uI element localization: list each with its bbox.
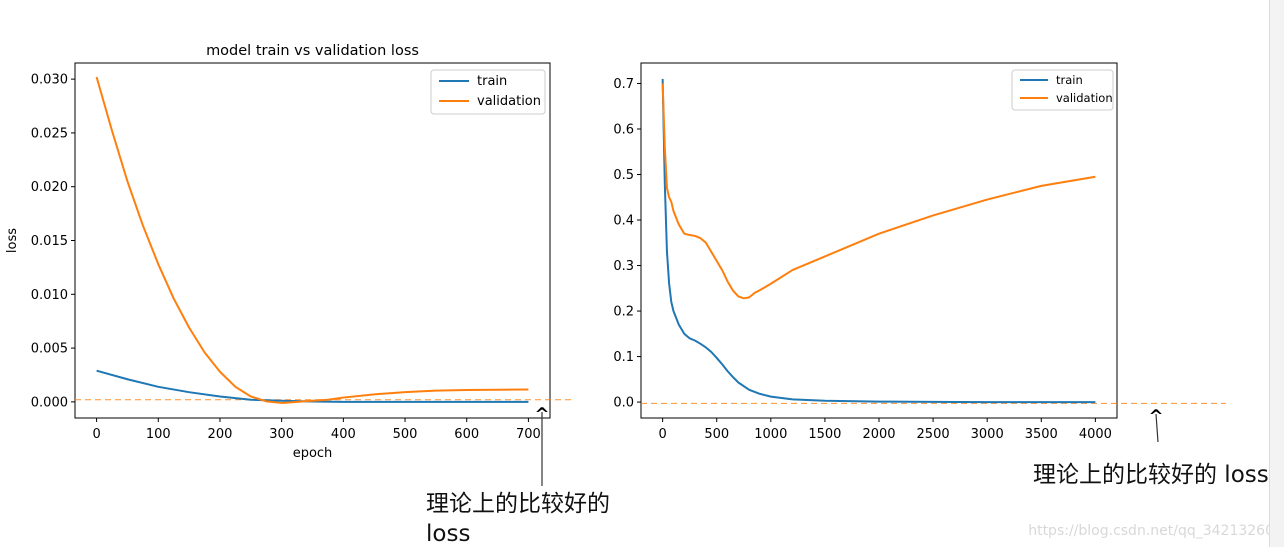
x-tick-label: 700 [516, 427, 541, 442]
x-axis-label: epoch [293, 446, 333, 461]
legend: train validation [430, 69, 546, 115]
x-tick-label: 0 [658, 427, 666, 442]
y-tick-label: 0.4 [613, 214, 634, 229]
annotation-right-arrowhead: ^ [1148, 406, 1163, 427]
y-tick-label: 0.7 [613, 77, 634, 92]
y-tick-label: 0.000 [31, 395, 68, 410]
x-tick-label: 1000 [754, 427, 787, 442]
y-tick-label: 0.5 [613, 168, 634, 183]
series-line-train [661, 78, 1096, 404]
y-tick-label: 0.015 [31, 234, 68, 249]
plot-frame [640, 62, 1118, 419]
y-tick-label: 0.2 [613, 305, 634, 320]
scrollbar[interactable] [1269, 0, 1284, 547]
annotation-right-arrow [1155, 413, 1159, 443]
legend: train validation [1011, 69, 1114, 111]
x-tick-label: 600 [454, 427, 479, 442]
y-tick-label: 0.0 [613, 396, 634, 411]
x-tick-label: 4000 [1079, 427, 1112, 442]
chart-left: 0 100 200 300 400 500 600 700 0.000 0.005 0.010 0.0… [5, 43, 572, 461]
legend-label-validation: validation [477, 94, 541, 109]
x-tick-label: 2500 [917, 427, 950, 442]
x-tick-label: 300 [269, 427, 294, 442]
series-line-train [96, 369, 529, 403]
watermark: https://blog.csdn.net/qq_34213260 [1028, 523, 1274, 539]
y-tick-label: 0.020 [31, 180, 68, 195]
y-tick-label: 0.025 [31, 126, 68, 141]
annotation-right-text: 理论上的比较好的 loss [1033, 462, 1269, 488]
annotation-left-text: 理论上的比较好的loss [426, 491, 610, 547]
y-tick-label: 0.3 [613, 259, 634, 274]
y-tick-label: 0.1 [613, 350, 634, 365]
x-tick-label: 200 [208, 427, 233, 442]
x-tick-label: 2000 [862, 427, 895, 442]
legend-label-train: train [1056, 73, 1083, 87]
chart-title: model train vs validation loss [206, 43, 419, 59]
x-tick-label: 100 [146, 427, 171, 442]
x-tick-label: 1500 [808, 427, 841, 442]
y-axis-label: loss [5, 228, 20, 253]
y-tick-label: 0.030 [31, 73, 68, 88]
y-tick-label: 0.010 [31, 288, 68, 303]
x-tick-label: 0 [92, 427, 100, 442]
plot-frame [74, 62, 551, 419]
legend-label-train: train [477, 74, 507, 89]
annotation-left-arrowhead: ^ [534, 404, 549, 425]
x-tick-label: 500 [704, 427, 729, 442]
series-line-validation [95, 76, 529, 404]
x-tick-label: 3000 [971, 427, 1004, 442]
y-tick-label: 0.005 [31, 342, 68, 357]
chart-right: 0 500 1000 1500 2000 2500 3000 3500 4000 0.0 0.1 0.… [613, 62, 1226, 442]
x-tick-label: 3500 [1025, 427, 1058, 442]
legend-label-validation: validation [1056, 91, 1113, 105]
x-tick-label: 400 [331, 427, 356, 442]
x-tick-label: 500 [393, 427, 418, 442]
y-tick-label: 0.6 [613, 122, 634, 137]
series-line-validation [661, 83, 1096, 300]
